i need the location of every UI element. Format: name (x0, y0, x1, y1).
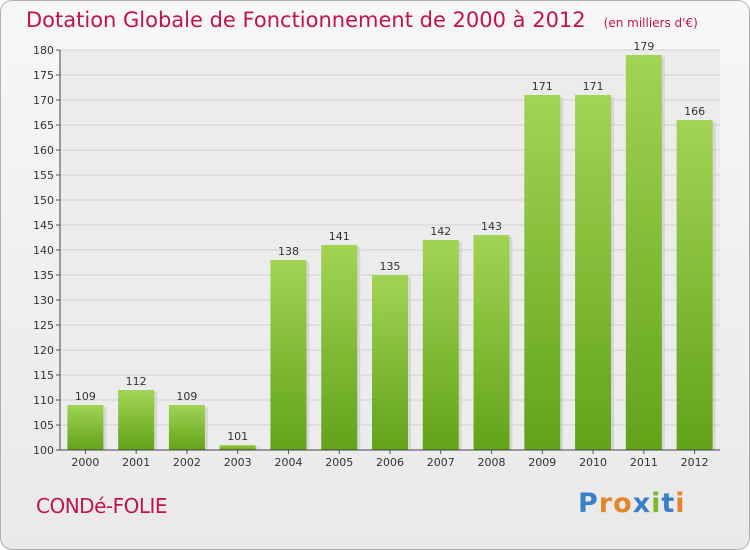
logo-letter: i (675, 488, 686, 519)
y-tick-label: 160 (33, 144, 54, 157)
x-tick-label: 2009 (528, 456, 556, 469)
y-tick-label: 115 (33, 369, 54, 382)
bar (219, 445, 256, 450)
y-tick-label: 120 (33, 344, 54, 357)
town-name: CONDé-FOLIE (36, 494, 168, 518)
y-tick-label: 180 (33, 44, 54, 57)
y-tick-label: 140 (33, 244, 54, 257)
x-tick-label: 2011 (630, 456, 658, 469)
bar (473, 235, 510, 450)
x-tick-label: 2012 (681, 456, 709, 469)
x-tick-label: 2004 (274, 456, 302, 469)
x-tick-label: 2000 (71, 456, 99, 469)
title-row: Dotation Globale de Fonctionnement de 20… (26, 8, 698, 32)
data-label: 109 (75, 390, 96, 403)
data-label: 166 (684, 105, 705, 118)
data-label: 138 (278, 245, 299, 258)
bar (676, 120, 713, 450)
bar (67, 405, 104, 450)
logo-letter: i (651, 488, 662, 519)
logo-letter: x (632, 488, 652, 519)
logo-letter: P (578, 488, 599, 519)
x-tick-label: 2010 (579, 456, 607, 469)
data-label: 141 (329, 230, 350, 243)
proxiti-logo[interactable]: Proxiti (578, 488, 686, 519)
y-tick-label: 175 (33, 69, 54, 82)
y-tick-label: 150 (33, 194, 54, 207)
data-label: 171 (583, 80, 604, 93)
chart-title: Dotation Globale de Fonctionnement de 20… (26, 8, 586, 32)
bar (270, 260, 307, 450)
data-label: 112 (126, 375, 147, 388)
data-label: 143 (481, 220, 502, 233)
bar (168, 405, 205, 450)
x-tick-label: 2006 (376, 456, 404, 469)
y-tick-label: 170 (33, 94, 54, 107)
logo-letter: o (613, 488, 633, 519)
data-label: 142 (430, 225, 451, 238)
bar (118, 390, 155, 450)
logo-letter: t (661, 488, 676, 519)
y-tick-label: 130 (33, 294, 54, 307)
bar (321, 245, 358, 450)
data-label: 109 (176, 390, 197, 403)
y-tick-label: 155 (33, 169, 54, 182)
x-tick-label: 2002 (173, 456, 201, 469)
y-tick-label: 145 (33, 219, 54, 232)
x-tick-label: 2005 (325, 456, 353, 469)
bar (625, 55, 662, 450)
chart-subtitle: (en milliers d'€) (603, 16, 698, 30)
x-tick-label: 2008 (478, 456, 506, 469)
y-tick-label: 125 (33, 319, 54, 332)
x-tick-label: 2001 (122, 456, 150, 469)
y-tick-label: 110 (33, 394, 54, 407)
bar (524, 95, 561, 450)
bar (575, 95, 612, 450)
y-tick-label: 135 (33, 269, 54, 282)
bar (372, 275, 408, 450)
data-label: 179 (633, 40, 654, 53)
y-tick-label: 165 (33, 119, 54, 132)
logo-letter: r (598, 488, 614, 519)
data-label: 135 (380, 260, 401, 273)
x-tick-label: 2003 (224, 456, 252, 469)
y-tick-label: 100 (33, 444, 54, 457)
x-tick-label: 2007 (427, 456, 455, 469)
data-label: 101 (227, 430, 248, 443)
bar (422, 240, 459, 450)
data-label: 171 (532, 80, 553, 93)
y-tick-label: 105 (33, 419, 54, 432)
